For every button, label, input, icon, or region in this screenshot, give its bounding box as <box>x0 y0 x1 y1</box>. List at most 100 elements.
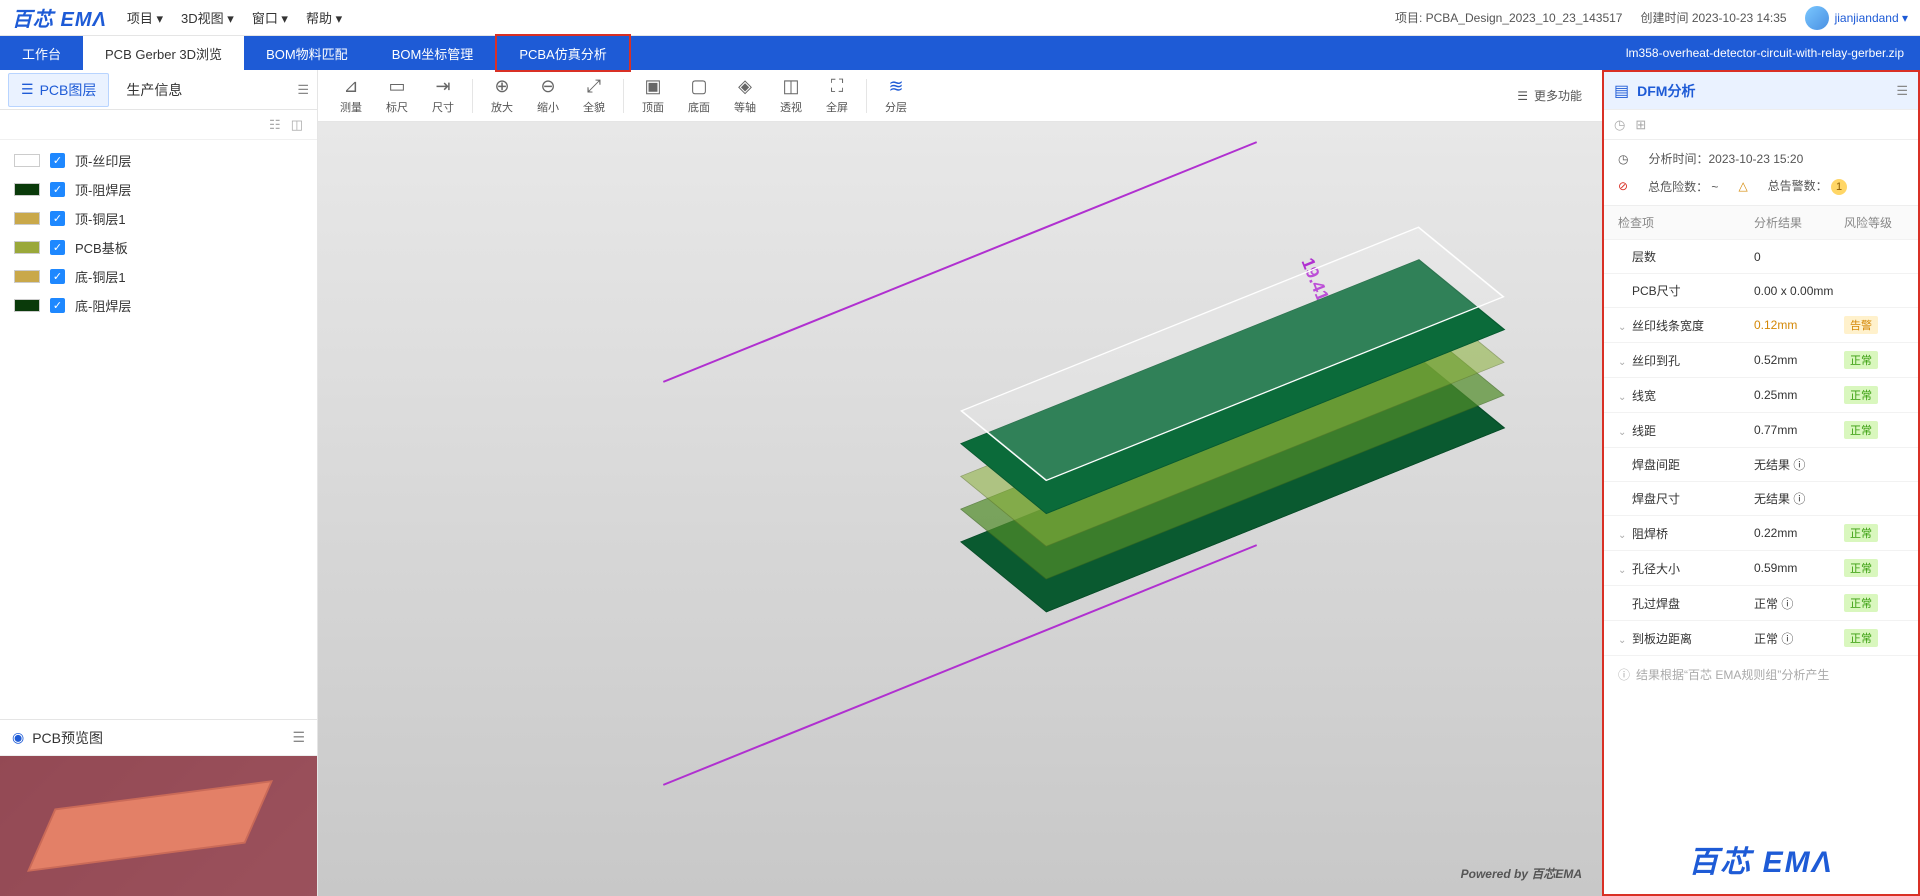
layer-checkbox[interactable]: ✓ <box>50 240 65 255</box>
project-label: 项目: PCBA_Design_2023_10_23_143517 <box>1395 9 1623 26</box>
tool-button[interactable]: ◫透视 <box>768 76 814 115</box>
dfm-row[interactable]: 孔过焊盘正常 ⓘ正常 <box>1604 586 1918 621</box>
collapse-sidebar-icon[interactable]: ☰ <box>297 82 309 98</box>
app-header: 百芯 EMΛ 项目 ▾ 3D视图 ▾ 窗口 ▾ 帮助 ▾ 项目: PCBA_Desig… <box>0 0 1920 36</box>
dfm-icon: ▤ <box>1614 81 1629 101</box>
risk-tag: 正常 <box>1844 386 1878 404</box>
tool-button[interactable]: ⛶全屏 <box>814 76 860 115</box>
expand-icon: ⌄ <box>1618 530 1628 541</box>
info-icon: ⓘ <box>1618 666 1630 683</box>
sidebar-tabs: ☰PCB图层生产信息 ☰ <box>0 70 317 110</box>
menu-item[interactable]: 项目 ▾ <box>127 8 163 27</box>
layer-list-icon[interactable]: ☷ <box>269 117 281 133</box>
3d-canvas[interactable]: 19.41 (mm) Powered by 百芯EMA <box>318 122 1602 896</box>
layer-row[interactable]: ✓ 顶-丝印层 <box>14 146 303 175</box>
layer-row[interactable]: ✓PCB基板 <box>14 233 303 262</box>
layer-checkbox[interactable]: ✓ <box>50 182 65 197</box>
brand-corner: 百芯 EMΛ <box>1604 824 1918 894</box>
tool-icon: ▢ <box>689 76 709 96</box>
dfm-row[interactable]: ⌄线距0.77mm正常 <box>1604 413 1918 448</box>
tool-button[interactable]: ▭标尺 <box>374 76 420 115</box>
layer-row[interactable]: ✓底-阻焊层 <box>14 291 303 320</box>
main-tab[interactable]: BOM物料匹配 <box>244 36 370 70</box>
user-menu[interactable]: jianjiandand ▾ <box>1805 6 1908 30</box>
tool-button[interactable]: ⊖缩小 <box>525 76 571 115</box>
collapse-dfm-icon[interactable]: ☰ <box>1896 83 1908 99</box>
risk-tag: 正常 <box>1844 421 1878 439</box>
layer-swatch <box>14 299 40 312</box>
layer-list: ✓顶-丝印层✓顶-阻焊层✓顶-铜层1✓PCB基板✓底-铜层1✓底-阻焊层 <box>0 140 317 326</box>
dfm-row[interactable]: ⌄丝印到孔0.52mm正常 <box>1604 343 1918 378</box>
tool-button[interactable]: ≋分层 <box>873 76 919 115</box>
expand-icon: ⌄ <box>1618 635 1628 646</box>
expand-icon: ⌄ <box>1618 357 1628 368</box>
tool-icon: ⇥ <box>433 76 453 96</box>
expand-icon: ⌄ <box>1618 565 1628 576</box>
menu-item[interactable]: 帮助 ▾ <box>306 8 342 27</box>
preview-panel: ◉ PCB预览图 ☰ <box>0 719 317 896</box>
collapse-preview-icon[interactable]: ☰ <box>292 729 305 746</box>
dfm-row[interactable]: 层数0 <box>1604 240 1918 274</box>
dfm-footer: ⓘ 结果根据“百芯 EMA规则组”分析产生 <box>1604 656 1918 693</box>
preview-canvas[interactable] <box>0 756 317 896</box>
menu-item[interactable]: 3D视图 ▾ <box>181 8 234 27</box>
layer-row[interactable]: ✓ 顶-铜层1 <box>14 204 303 233</box>
main-tab[interactable]: BOM坐标管理 <box>370 36 496 70</box>
tool-icon: ▭ <box>387 76 407 96</box>
warning-icon: △ <box>1738 179 1747 193</box>
dfm-row[interactable]: ⌄丝印线条宽度0.12mm告警 <box>1604 308 1918 343</box>
layer-label: 顶-铜层1 <box>75 209 126 228</box>
dfm-history-icon[interactable]: ◷ <box>1614 117 1625 133</box>
layer-checkbox[interactable]: ✓ <box>50 298 65 313</box>
layer-swatch <box>14 270 40 283</box>
layer-checkbox[interactable]: ✓ <box>50 269 65 284</box>
dfm-row[interactable]: 焊盘尺寸无结果 ⓘ <box>1604 482 1918 516</box>
layer-checkbox[interactable]: ✓ <box>50 153 65 168</box>
tool-button[interactable]: ⇥尺寸 <box>420 76 466 115</box>
dfm-row[interactable]: 焊盘间距无结果 ⓘ <box>1604 448 1918 482</box>
layer-checkbox[interactable]: ✓ <box>50 211 65 226</box>
layer-swatch <box>14 241 40 254</box>
created-label: 创建时间 2023-10-23 14:35 <box>1640 9 1786 26</box>
layer-swatch <box>14 212 40 225</box>
left-sidebar: ☰PCB图层生产信息 ☰ ☷ ◫ ✓顶-丝印层✓顶-阻焊层✓顶-铜层1✓PCB基… <box>0 70 318 896</box>
layer-label: 顶-丝印层 <box>75 151 131 170</box>
main-tabbar: 工作台PCB Gerber 3D浏览BOM物料匹配BOM坐标管理PCBA仿真分析… <box>0 36 1920 70</box>
dfm-table: 检查项 分析结果 风险等级 层数0PCB尺寸0.00 x 0.00mm⌄丝印线条… <box>1604 205 1918 656</box>
dfm-row[interactable]: ⌄孔径大小0.59mm正常 <box>1604 551 1918 586</box>
expand-icon: ⌄ <box>1618 427 1628 438</box>
main-tab[interactable]: PCB Gerber 3D浏览 <box>83 36 244 70</box>
layer-row[interactable]: ✓底-铜层1 <box>14 262 303 291</box>
dfm-row[interactable]: ⌄阻焊桥0.22mm正常 <box>1604 516 1918 551</box>
main-tab[interactable]: 工作台 <box>0 36 83 70</box>
logo: 百芯 EMΛ <box>12 3 107 32</box>
tool-button[interactable]: ◈等轴 <box>722 76 768 115</box>
dfm-title: DFM分析 <box>1637 81 1695 101</box>
tool-button[interactable]: ▢底面 <box>676 76 722 115</box>
main-tab[interactable]: PCBA仿真分析 <box>495 34 630 72</box>
layer-toolbar: ☷ ◫ <box>0 110 317 140</box>
risk-tag: 正常 <box>1844 629 1878 647</box>
menu-item[interactable]: 窗口 ▾ <box>252 8 288 27</box>
dfm-add-icon[interactable]: ⊞ <box>1635 117 1646 133</box>
tool-button[interactable]: ⊕放大 <box>479 76 525 115</box>
tool-icon: ◈ <box>735 76 755 96</box>
dfm-row[interactable]: ⌄线宽0.25mm正常 <box>1604 378 1918 413</box>
expand-icon: ⌄ <box>1618 392 1628 403</box>
preview-icon: ◉ <box>12 729 24 746</box>
header-right: 项目: PCBA_Design_2023_10_23_143517 创建时间 2… <box>1395 6 1908 30</box>
risk-tag: 正常 <box>1844 524 1878 542</box>
dfm-table-head: 检查项 分析结果 风险等级 <box>1604 206 1918 240</box>
layer-row[interactable]: ✓顶-阻焊层 <box>14 175 303 204</box>
more-tools[interactable]: ☰更多功能 <box>1507 87 1592 104</box>
clock-icon: ◷ <box>1618 152 1628 166</box>
tool-button[interactable]: ⊿测量 <box>328 76 374 115</box>
sidebar-tab[interactable]: 生产信息 <box>113 73 195 107</box>
dfm-row[interactable]: ⌄到板边距离正常 ⓘ正常 <box>1604 621 1918 656</box>
tool-button[interactable]: ▣顶面 <box>630 76 676 115</box>
current-file: lm358-overheat-detector-circuit-with-rel… <box>1610 36 1920 70</box>
sidebar-tab[interactable]: ☰PCB图层 <box>8 73 109 107</box>
layer-stack-icon[interactable]: ◫ <box>291 117 303 133</box>
dfm-row[interactable]: PCB尺寸0.00 x 0.00mm <box>1604 274 1918 308</box>
tool-button[interactable]: ⤢全貌 <box>571 76 617 115</box>
